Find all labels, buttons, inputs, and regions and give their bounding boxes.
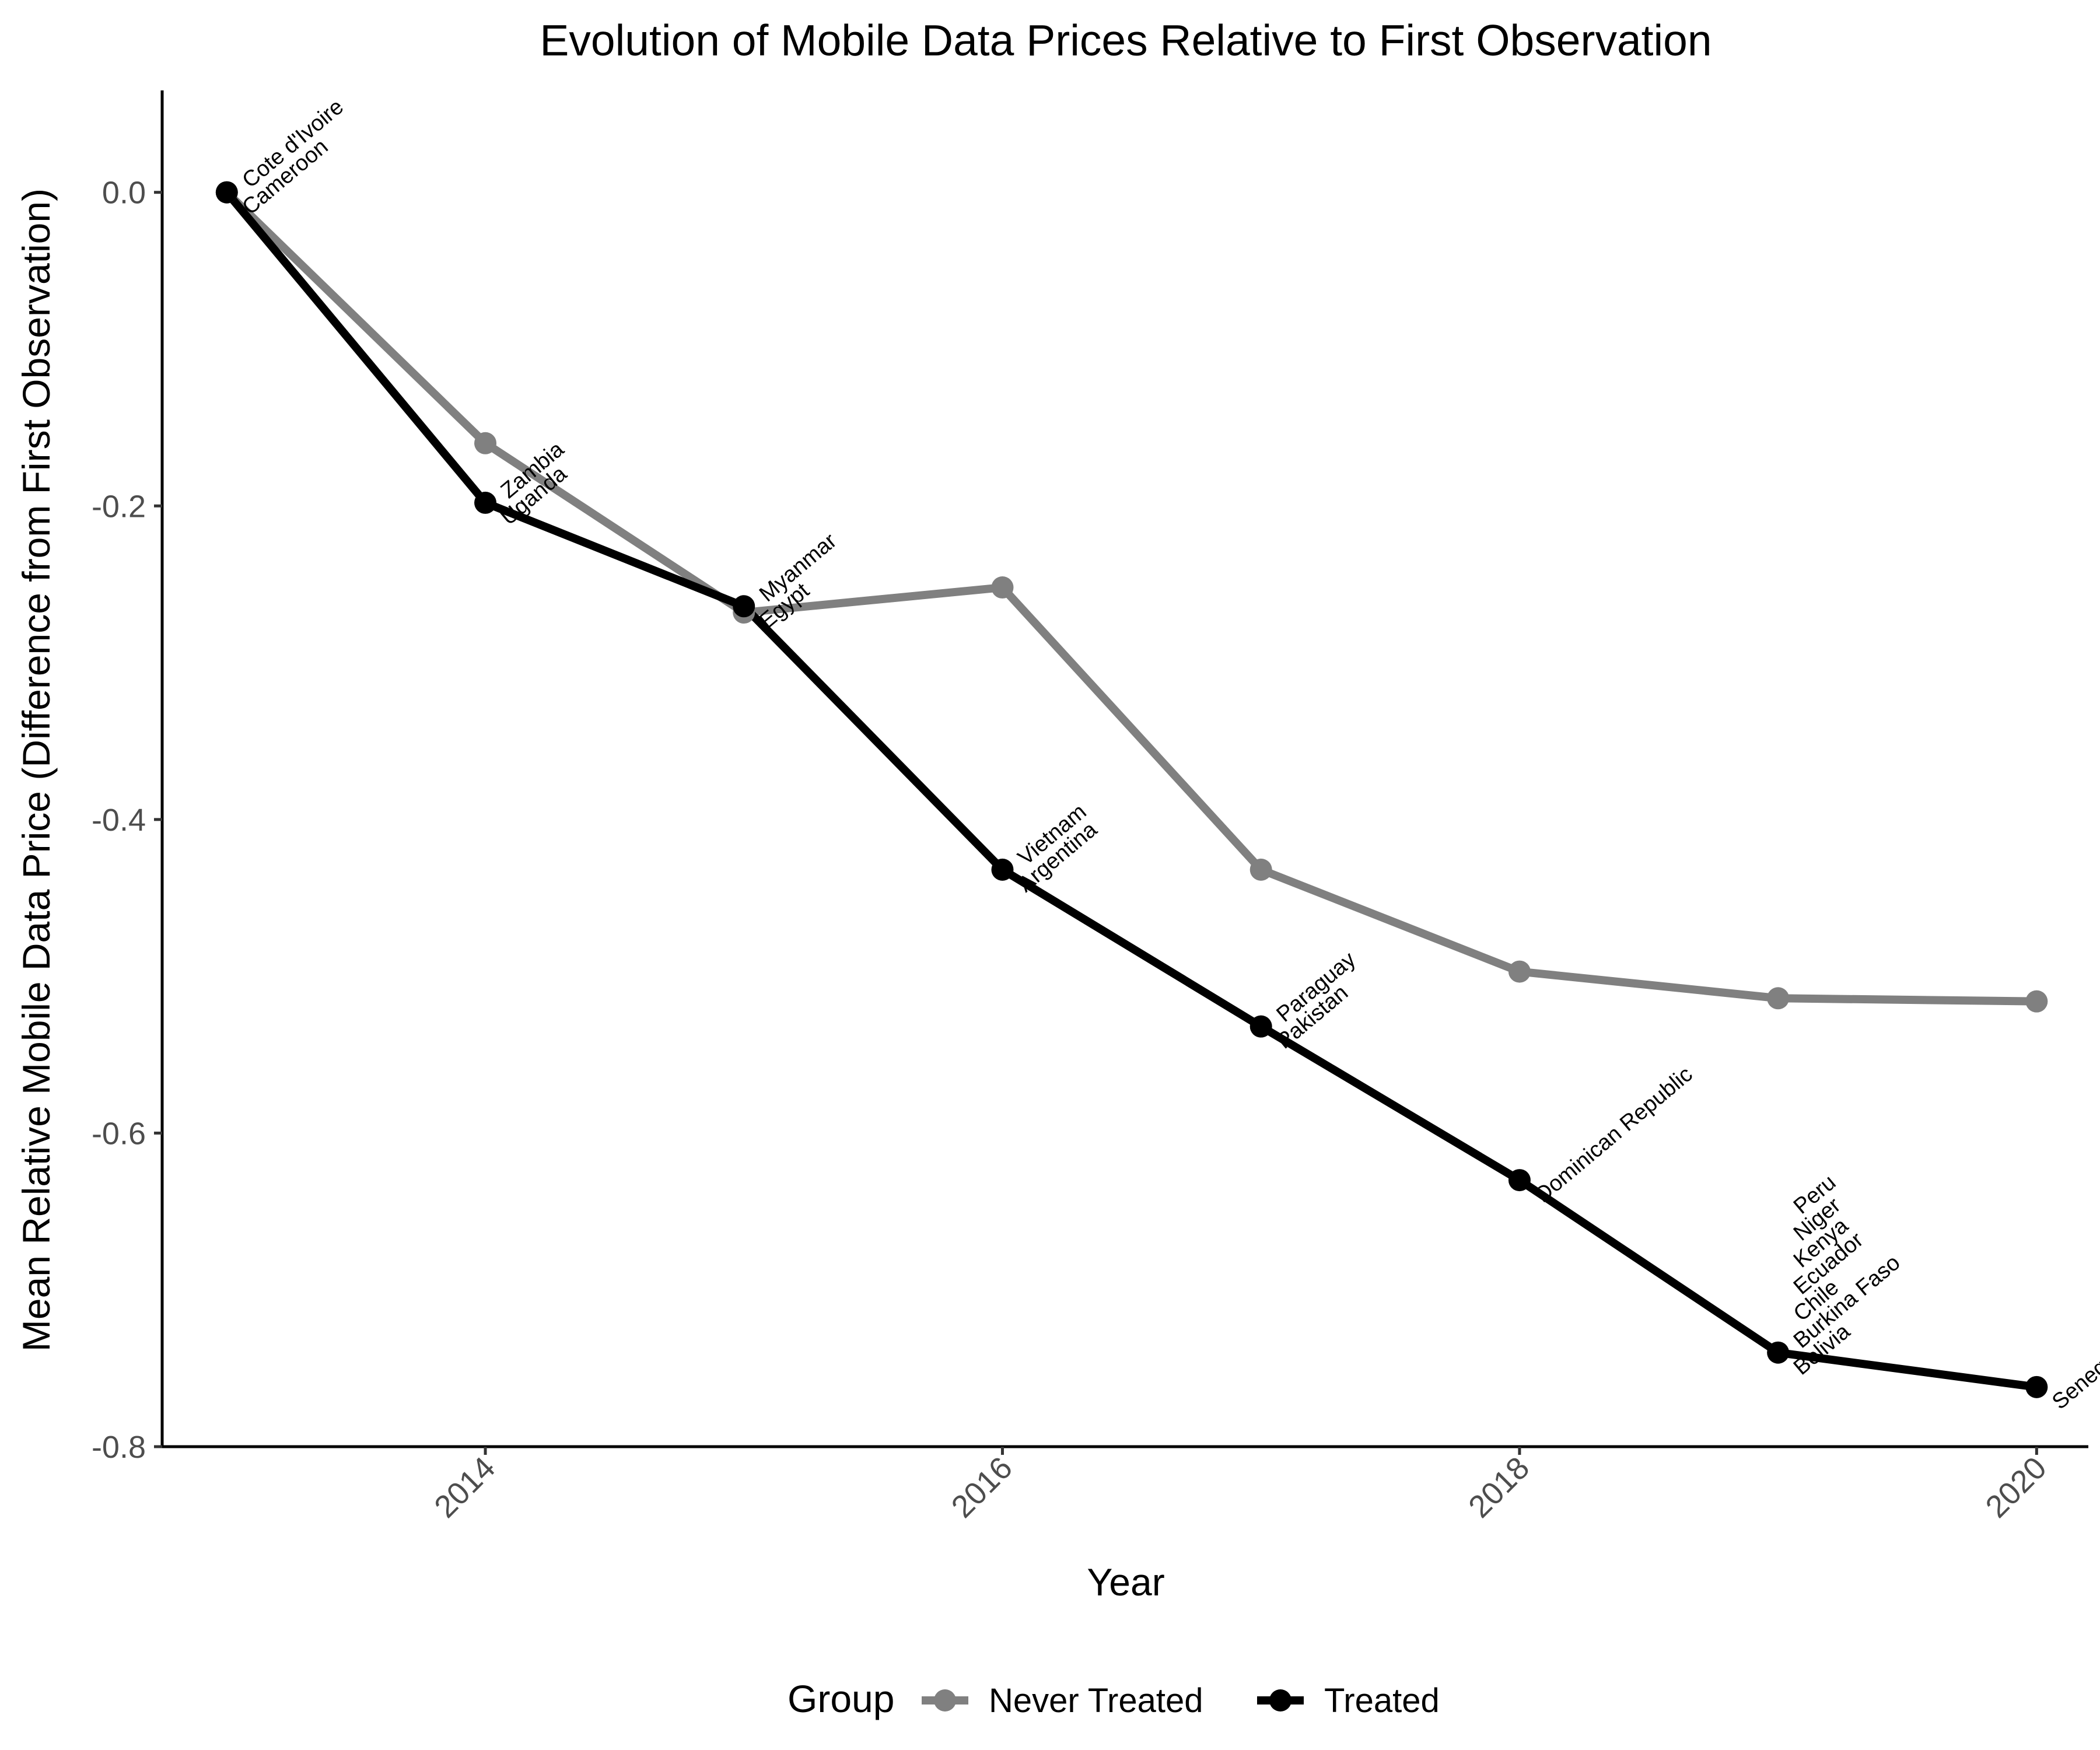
data-point-never-treated xyxy=(1250,858,1272,881)
y-tick-label: 0.0 xyxy=(102,176,146,211)
data-point-treated xyxy=(1767,1341,1790,1364)
x-tick-label: 2018 xyxy=(1462,1450,1536,1524)
x-tick-label: 2020 xyxy=(1979,1450,2053,1524)
y-tick-label: -0.2 xyxy=(92,489,146,524)
point-annotation: Dominican Republic xyxy=(1531,1062,1698,1208)
data-point-treated xyxy=(474,491,497,514)
data-point-never-treated xyxy=(1767,987,1790,1010)
data-point-treated xyxy=(1250,1015,1272,1038)
chart-title: Evolution of Mobile Data Prices Relative… xyxy=(540,16,1712,65)
data-point-never-treated xyxy=(474,432,497,454)
x-tick-label: 2016 xyxy=(945,1450,1019,1524)
y-tick-label: -0.8 xyxy=(92,1430,146,1465)
legend-key-point xyxy=(1269,1689,1292,1712)
data-point-treated xyxy=(733,595,755,618)
data-point-treated xyxy=(1508,1169,1531,1192)
y-axis-title: Mean Relative Mobile Data Price (Differe… xyxy=(15,188,58,1352)
legend-key-point xyxy=(934,1689,956,1712)
data-point-never-treated xyxy=(991,576,1014,599)
point-annotation: Senegal xyxy=(2048,1343,2100,1415)
data-point-treated xyxy=(215,181,238,204)
y-tick-label: -0.4 xyxy=(92,803,146,838)
series-line-never-treated xyxy=(222,188,2041,1006)
legend-title: Group xyxy=(788,1677,894,1720)
legend-label-treated: Treated xyxy=(1324,1682,1440,1720)
data-point-never-treated xyxy=(1508,960,1531,983)
x-axis-title: Year xyxy=(1087,1560,1164,1604)
legend-label-never-treated: Never Treated xyxy=(989,1682,1203,1720)
data-point-treated xyxy=(991,858,1014,881)
data-point-never-treated xyxy=(2025,990,2048,1013)
legend: Group Never Treated Treated xyxy=(788,1677,1440,1720)
series-line-treated xyxy=(222,188,2041,1391)
data-point-treated xyxy=(2025,1376,2048,1398)
x-tick-label: 2014 xyxy=(428,1450,502,1524)
y-tick-label: -0.6 xyxy=(92,1116,146,1151)
